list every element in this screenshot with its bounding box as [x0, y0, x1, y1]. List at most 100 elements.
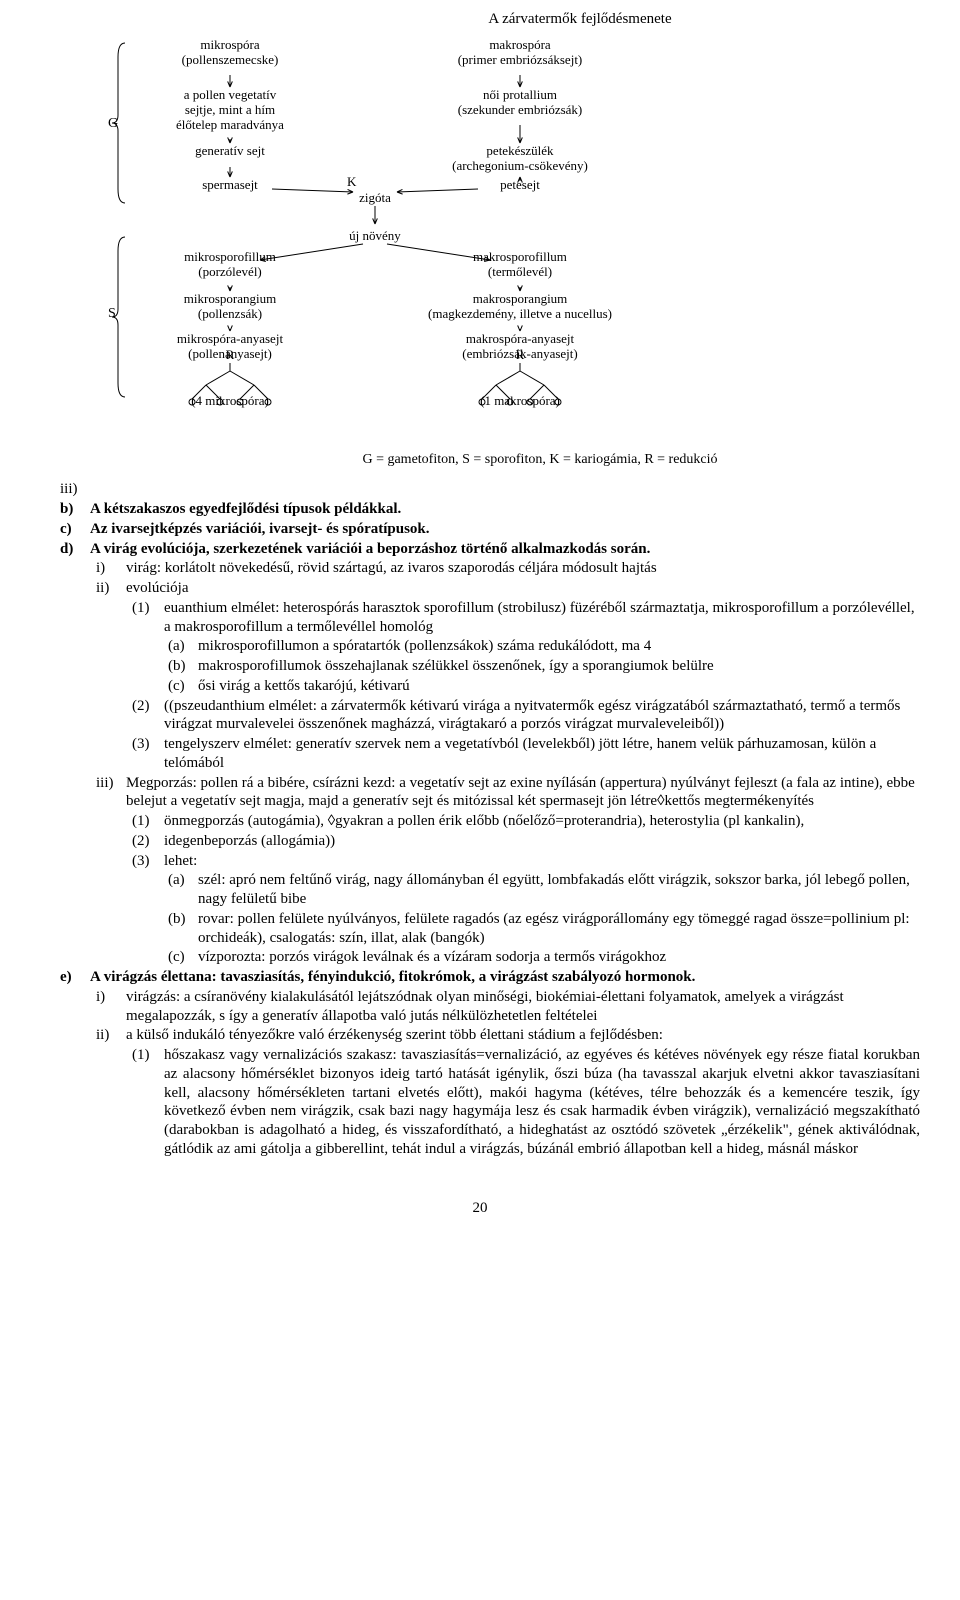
item-label: (a)	[168, 637, 198, 656]
svg-text:(termőlevél): (termőlevél)	[488, 264, 552, 279]
list-item: i)virág: korlátolt növekedésű, rövid szá…	[96, 559, 920, 578]
item-label: (c)	[168, 948, 198, 967]
diagram-area: A zárvatermők fejlődésmenete mikrospóra(…	[100, 10, 920, 468]
item-text: vízporozta: porzós virágok leválnak és a…	[198, 948, 920, 967]
item-text: ((pszeudanthium elmélet: a zárvatermők k…	[164, 697, 920, 735]
list-item: (2)((pszeudanthium elmélet: a zárvatermő…	[132, 697, 920, 735]
diagram-legend: G = gametofiton, S = sporofiton, K = kar…	[160, 451, 920, 469]
list-item: b)A kétszakaszos egyedfejlődési típusok …	[60, 500, 920, 519]
item-text: a külső indukáló tényezőkre való érzéken…	[126, 1026, 920, 1045]
item-text: A kétszakaszos egyedfejlődési típusok pé…	[90, 500, 920, 519]
item-text: önmegporzás (autogámia), ◊gyakran a poll…	[164, 812, 920, 831]
item-label: iii)	[96, 774, 126, 793]
item-label: (1)	[132, 599, 164, 618]
svg-text:petekészülék: petekészülék	[486, 143, 554, 158]
item-text: idegenbeporzás (allogámia))	[164, 832, 920, 851]
item-text: szél: apró nem feltűnő virág, nagy állom…	[198, 871, 920, 909]
svg-text:(pollenzsák): (pollenzsák)	[198, 306, 262, 321]
item-label: ii)	[96, 1026, 126, 1045]
svg-text:(magkezdemény, illetve a nucel: (magkezdemény, illetve a nucellus)	[428, 306, 612, 321]
list-item: (1)hőszakasz vagy vernalizációs szakasz:…	[132, 1046, 920, 1159]
item-text: virág: korlátolt növekedésű, rövid szárt…	[126, 559, 920, 578]
svg-text:(primer embriózsáksejt): (primer embriózsáksejt)	[458, 52, 583, 67]
svg-text:zigóta: zigóta	[359, 190, 391, 205]
svg-text:makrosporofillum: makrosporofillum	[473, 249, 567, 264]
item-text: tengelyszerv elmélet: generatív szervek …	[164, 735, 920, 773]
list-item: iii)Megporzás: pollen rá a bibére, csírá…	[96, 774, 920, 812]
item-text: ősi virág a kettős takarójú, kétivarú	[198, 677, 920, 696]
item-text: lehet:	[164, 852, 920, 871]
item-label: (c)	[168, 677, 198, 696]
list-item: e)A virágzás élettana: tavasziasítás, fé…	[60, 968, 920, 987]
svg-text:új növény: új növény	[349, 228, 401, 243]
list-item: (c)vízporozta: porzós virágok leválnak é…	[168, 948, 920, 967]
flow-diagram: mikrospóra(pollenszemecske) a pollen vege…	[100, 37, 780, 447]
svg-text:mikrosporangium: mikrosporangium	[184, 291, 276, 306]
svg-text:R: R	[226, 347, 235, 362]
svg-text:mikrospóra: mikrospóra	[200, 37, 259, 52]
item-text: mikrosporofillumon a spóratartók (pollen…	[198, 637, 920, 656]
svg-text:(archegonium-csökevény): (archegonium-csökevény)	[452, 158, 588, 173]
item-label: iii)	[60, 480, 90, 499]
svg-text:K: K	[347, 174, 357, 189]
page: A zárvatermők fejlődésmenete mikrospóra(…	[0, 0, 960, 1237]
list-item: (b)makrosporofillumok összehajlanak szél…	[168, 657, 920, 676]
svg-text:sejtje, mint a hím: sejtje, mint a hím	[185, 102, 275, 117]
item-text: Az ivarsejtképzés variációi, ivarsejt- é…	[90, 520, 920, 539]
list-item: (a)szél: apró nem feltűnő virág, nagy ál…	[168, 871, 920, 909]
list-item: (a)mikrosporofillumon a spóratartók (pol…	[168, 637, 920, 656]
list-item: (b)rovar: pollen felülete nyúlványos, fe…	[168, 910, 920, 948]
item-text: makrosporofillumok összehajlanak szélükk…	[198, 657, 920, 676]
svg-text:makrospóra-anyasejt: makrospóra-anyasejt	[466, 331, 575, 346]
list-item: (3)tengelyszerv elmélet: generatív szerv…	[132, 735, 920, 773]
item-text: A virág evolúciója, szerkezetének variác…	[90, 540, 920, 559]
list-item: (1)önmegporzás (autogámia), ◊gyakran a p…	[132, 812, 920, 831]
item-text: virágzás: a csíranövény kialakulásától l…	[126, 988, 920, 1026]
svg-text:makrospóra: makrospóra	[489, 37, 551, 52]
svg-text:(4 mikrospóra): (4 mikrospóra)	[191, 393, 269, 408]
item-label: (1)	[132, 812, 164, 831]
item-label: e)	[60, 968, 90, 987]
item-label: i)	[96, 988, 126, 1007]
svg-text:spermasejt: spermasejt	[202, 177, 258, 192]
svg-text:(pollenszemecske): (pollenszemecske)	[182, 52, 279, 67]
svg-text:női protallium: női protallium	[483, 87, 557, 102]
list-item: (c)ősi virág a kettős takarójú, kétivarú	[168, 677, 920, 696]
svg-text:makrosporangium: makrosporangium	[473, 291, 568, 306]
item-label: (2)	[132, 697, 164, 716]
item-text: hőszakasz vagy vernalizációs szakasz: ta…	[164, 1046, 920, 1159]
item-label: (2)	[132, 832, 164, 851]
item-label: ii)	[96, 579, 126, 598]
svg-text:élőtelep maradványa: élőtelep maradványa	[176, 117, 284, 132]
svg-text:(1 makrospóra): (1 makrospóra)	[480, 393, 560, 408]
item-text: A virágzás élettana: tavasziasítás, fény…	[90, 968, 920, 987]
list-item: (1)euanthium elmélet: heterospórás haras…	[132, 599, 920, 637]
item-label: (3)	[132, 735, 164, 754]
item-label: c)	[60, 520, 90, 539]
svg-text:a pollen vegetatív: a pollen vegetatív	[184, 87, 277, 102]
list-item: d)A virág evolúciója, szerkezetének vari…	[60, 540, 920, 559]
svg-text:generatív sejt: generatív sejt	[195, 143, 265, 158]
list-item: (2)idegenbeporzás (allogámia))	[132, 832, 920, 851]
list-item: i)virágzás: a csíranövény kialakulásától…	[96, 988, 920, 1026]
item-label: i)	[96, 559, 126, 578]
item-label: (1)	[132, 1046, 164, 1065]
diagram-title: A zárvatermők fejlődésmenete	[240, 10, 920, 29]
item-label: (b)	[168, 657, 198, 676]
svg-text:mikrospóra-anyasejt: mikrospóra-anyasejt	[177, 331, 284, 346]
item-text: Megporzás: pollen rá a bibére, csírázni …	[126, 774, 920, 812]
item-label: (a)	[168, 871, 198, 890]
item-text: evolúciója	[126, 579, 920, 598]
svg-text:mikrosporofillum: mikrosporofillum	[184, 249, 276, 264]
item-label: (3)	[132, 852, 164, 871]
svg-text:(porzólevél): (porzólevél)	[198, 264, 262, 279]
svg-text:S: S	[108, 306, 116, 321]
list-item: c)Az ivarsejtképzés variációi, ivarsejt-…	[60, 520, 920, 539]
list-item: (3)lehet:	[132, 852, 920, 871]
svg-text:R: R	[516, 347, 525, 362]
outline-list: iii)b)A kétszakaszos egyedfejlődési típu…	[40, 480, 920, 1158]
svg-text:(szekunder embriózsák): (szekunder embriózsák)	[458, 102, 583, 117]
list-item: iii)	[60, 480, 920, 499]
page-number: 20	[40, 1199, 920, 1218]
item-label: b)	[60, 500, 90, 519]
